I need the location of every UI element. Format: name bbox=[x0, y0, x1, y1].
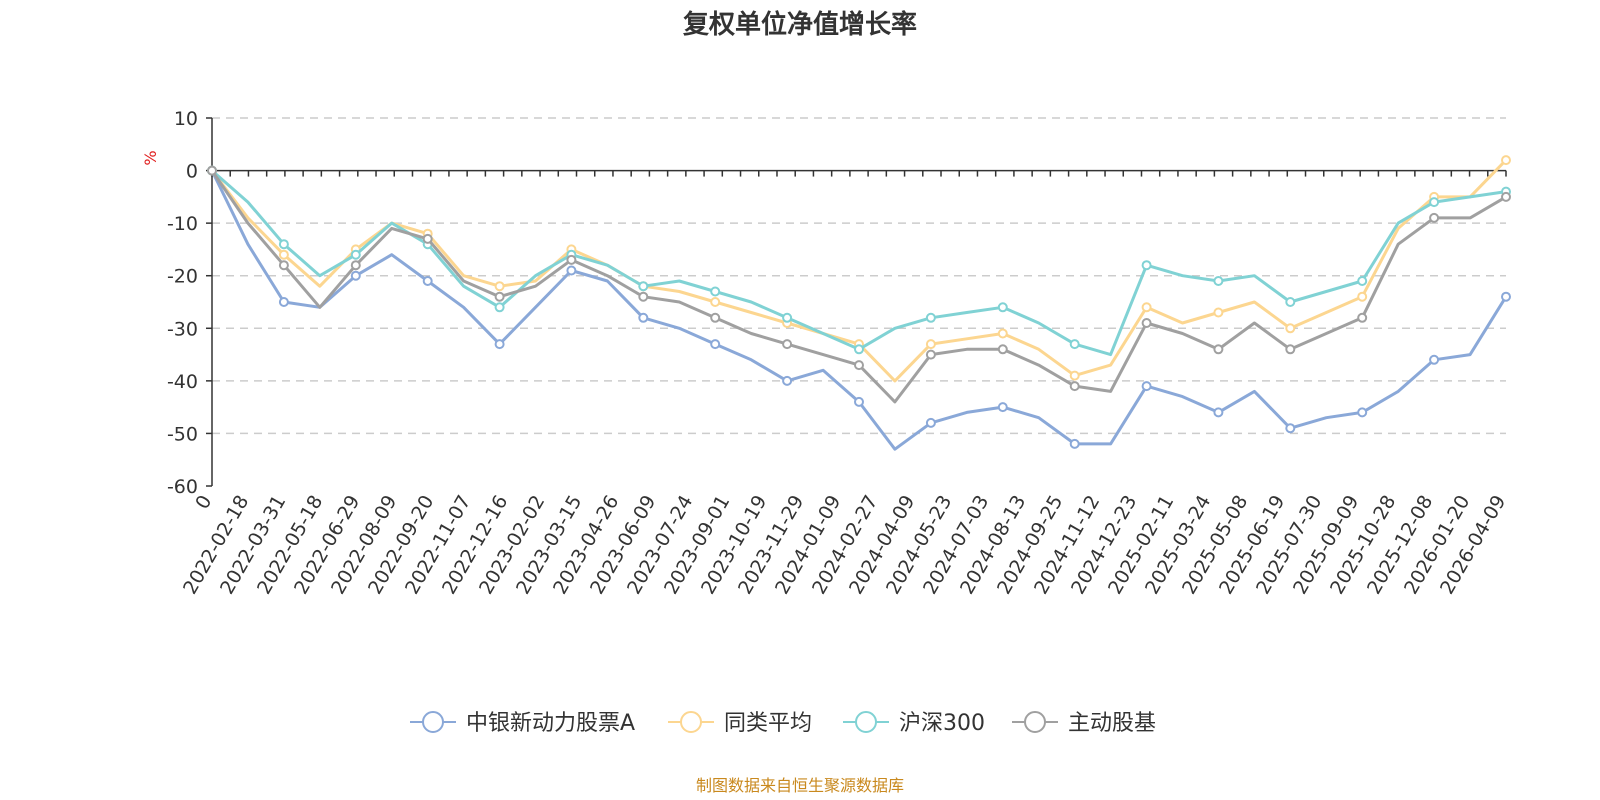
legend-label: 沪深300 bbox=[899, 711, 985, 736]
data-point[interactable] bbox=[494, 302, 505, 313]
y-tick-label: -40 bbox=[167, 371, 198, 393]
grid-layer bbox=[212, 117, 1506, 435]
legend[interactable]: 中银新动力股票A 同类平均 沪深300 主动股基 bbox=[410, 711, 1156, 736]
data-point[interactable] bbox=[1141, 302, 1152, 313]
data-point[interactable] bbox=[1357, 276, 1368, 286]
data-point[interactable] bbox=[710, 339, 721, 350]
data-point[interactable] bbox=[997, 344, 1008, 355]
y-tick-label: -10 bbox=[167, 213, 198, 235]
data-point[interactable] bbox=[710, 286, 721, 297]
axis-layer: 100-10-20-30-40-50-60%02022-02-182022-03… bbox=[141, 108, 1510, 598]
data-point[interactable] bbox=[925, 417, 936, 428]
series-line-0[interactable] bbox=[210, 169, 1508, 451]
data-point[interactable] bbox=[1213, 344, 1224, 355]
data-point[interactable] bbox=[1141, 381, 1152, 392]
data-point[interactable] bbox=[782, 339, 793, 350]
y-tick-label: -30 bbox=[167, 318, 198, 340]
data-point[interactable] bbox=[1213, 276, 1224, 286]
y-tick-label: 0 bbox=[186, 161, 198, 183]
data-point[interactable] bbox=[782, 375, 793, 386]
data-point[interactable] bbox=[638, 281, 649, 292]
data-point[interactable] bbox=[1429, 212, 1440, 223]
data-point[interactable] bbox=[638, 312, 649, 323]
data-point[interactable] bbox=[494, 291, 505, 302]
y-axis-unit-label: % bbox=[141, 150, 160, 165]
data-point[interactable] bbox=[1069, 381, 1080, 392]
data-point[interactable] bbox=[1285, 344, 1296, 355]
data-point[interactable] bbox=[1141, 260, 1152, 271]
data-point[interactable] bbox=[925, 312, 936, 323]
legend-item-0[interactable]: 中银新动力股票A bbox=[410, 711, 635, 736]
data-point[interactable] bbox=[494, 281, 505, 292]
data-point[interactable] bbox=[278, 260, 289, 271]
data-point[interactable] bbox=[566, 254, 577, 265]
y-tick-label: -60 bbox=[167, 476, 198, 498]
data-point[interactable] bbox=[422, 233, 433, 244]
data-point[interactable] bbox=[925, 349, 936, 360]
data-point[interactable] bbox=[278, 239, 289, 250]
series-layer bbox=[207, 155, 1511, 451]
data-point[interactable] bbox=[1357, 407, 1368, 418]
data-point[interactable] bbox=[422, 276, 433, 286]
x-tick-label: 0 bbox=[191, 492, 216, 513]
source-note: 制图数据来自恒生聚源数据库 bbox=[695, 776, 904, 795]
legend-label: 主动股基 bbox=[1068, 711, 1156, 736]
data-point[interactable] bbox=[278, 249, 289, 260]
data-point[interactable] bbox=[1429, 354, 1440, 365]
legend-marker bbox=[855, 711, 877, 733]
data-point[interactable] bbox=[997, 328, 1008, 339]
legend-marker bbox=[422, 711, 444, 733]
legend-marker bbox=[680, 711, 702, 733]
data-point[interactable] bbox=[854, 344, 864, 355]
data-point[interactable] bbox=[782, 312, 793, 323]
data-point[interactable] bbox=[1285, 423, 1296, 434]
data-point[interactable] bbox=[854, 396, 864, 407]
data-point[interactable] bbox=[710, 297, 721, 307]
y-tick-label: -20 bbox=[167, 266, 198, 288]
data-point[interactable] bbox=[638, 291, 649, 302]
legend-item-1[interactable]: 同类平均 bbox=[668, 711, 812, 736]
legend-label: 中银新动力股票A bbox=[466, 711, 635, 736]
data-point[interactable] bbox=[1069, 438, 1080, 449]
data-point[interactable] bbox=[1069, 370, 1080, 381]
chart-title: 复权单位净值增长率 bbox=[682, 10, 917, 40]
legend-marker bbox=[1024, 711, 1046, 733]
legend-label: 同类平均 bbox=[724, 711, 812, 736]
data-point[interactable] bbox=[1501, 155, 1511, 166]
data-point[interactable] bbox=[1429, 197, 1440, 208]
data-point[interactable] bbox=[1213, 307, 1224, 318]
data-point[interactable] bbox=[1357, 291, 1368, 302]
data-point[interactable] bbox=[350, 249, 361, 260]
data-point[interactable] bbox=[350, 260, 361, 271]
data-point[interactable] bbox=[1213, 407, 1224, 418]
legend-item-2[interactable]: 沪深300 bbox=[843, 711, 985, 736]
data-point[interactable] bbox=[1069, 339, 1080, 350]
data-point[interactable] bbox=[1285, 297, 1296, 307]
data-point[interactable] bbox=[1141, 318, 1152, 328]
data-point[interactable] bbox=[207, 165, 217, 176]
legend-item-3[interactable]: 主动股基 bbox=[1012, 711, 1156, 736]
data-point[interactable] bbox=[278, 297, 289, 307]
data-point[interactable] bbox=[1501, 291, 1511, 302]
data-point[interactable] bbox=[997, 402, 1008, 413]
y-tick-label: 10 bbox=[174, 108, 198, 130]
data-point[interactable] bbox=[350, 270, 361, 281]
series-line-2[interactable] bbox=[211, 169, 1507, 357]
data-point[interactable] bbox=[1357, 312, 1368, 323]
data-point[interactable] bbox=[494, 339, 505, 350]
data-point[interactable] bbox=[854, 360, 864, 371]
data-point[interactable] bbox=[566, 265, 577, 276]
data-point[interactable] bbox=[1501, 191, 1511, 202]
data-point[interactable] bbox=[1285, 323, 1296, 334]
y-tick-label: -50 bbox=[167, 423, 198, 445]
data-point[interactable] bbox=[710, 312, 721, 323]
data-point[interactable] bbox=[997, 302, 1008, 313]
data-point[interactable] bbox=[925, 339, 936, 350]
